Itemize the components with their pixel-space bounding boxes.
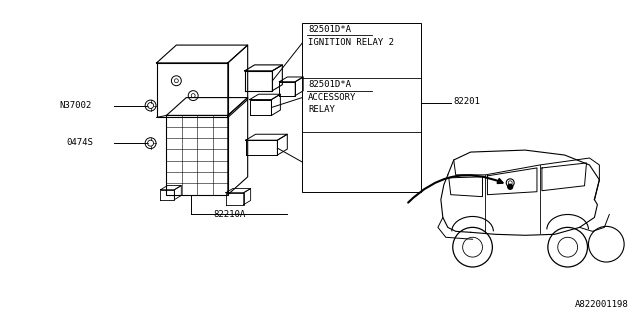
Text: 82201: 82201	[454, 97, 481, 106]
Circle shape	[145, 100, 156, 111]
FancyArrowPatch shape	[408, 175, 502, 203]
Text: RELAY: RELAY	[308, 105, 335, 114]
Circle shape	[145, 138, 156, 148]
Text: IGNITION RELAY 2: IGNITION RELAY 2	[308, 38, 394, 47]
Text: A822001198: A822001198	[575, 300, 628, 308]
Text: 82210A: 82210A	[213, 210, 245, 219]
Bar	[157, 63, 228, 117]
Text: 82501D*A: 82501D*A	[308, 80, 351, 89]
Text: 82501D*A: 82501D*A	[308, 25, 351, 34]
Bar	[166, 116, 228, 195]
Text: N37002: N37002	[60, 100, 92, 109]
Circle shape	[508, 184, 513, 189]
Text: 0474S: 0474S	[67, 138, 93, 147]
Bar	[302, 23, 421, 192]
Text: ACCESSORY: ACCESSORY	[308, 92, 356, 102]
